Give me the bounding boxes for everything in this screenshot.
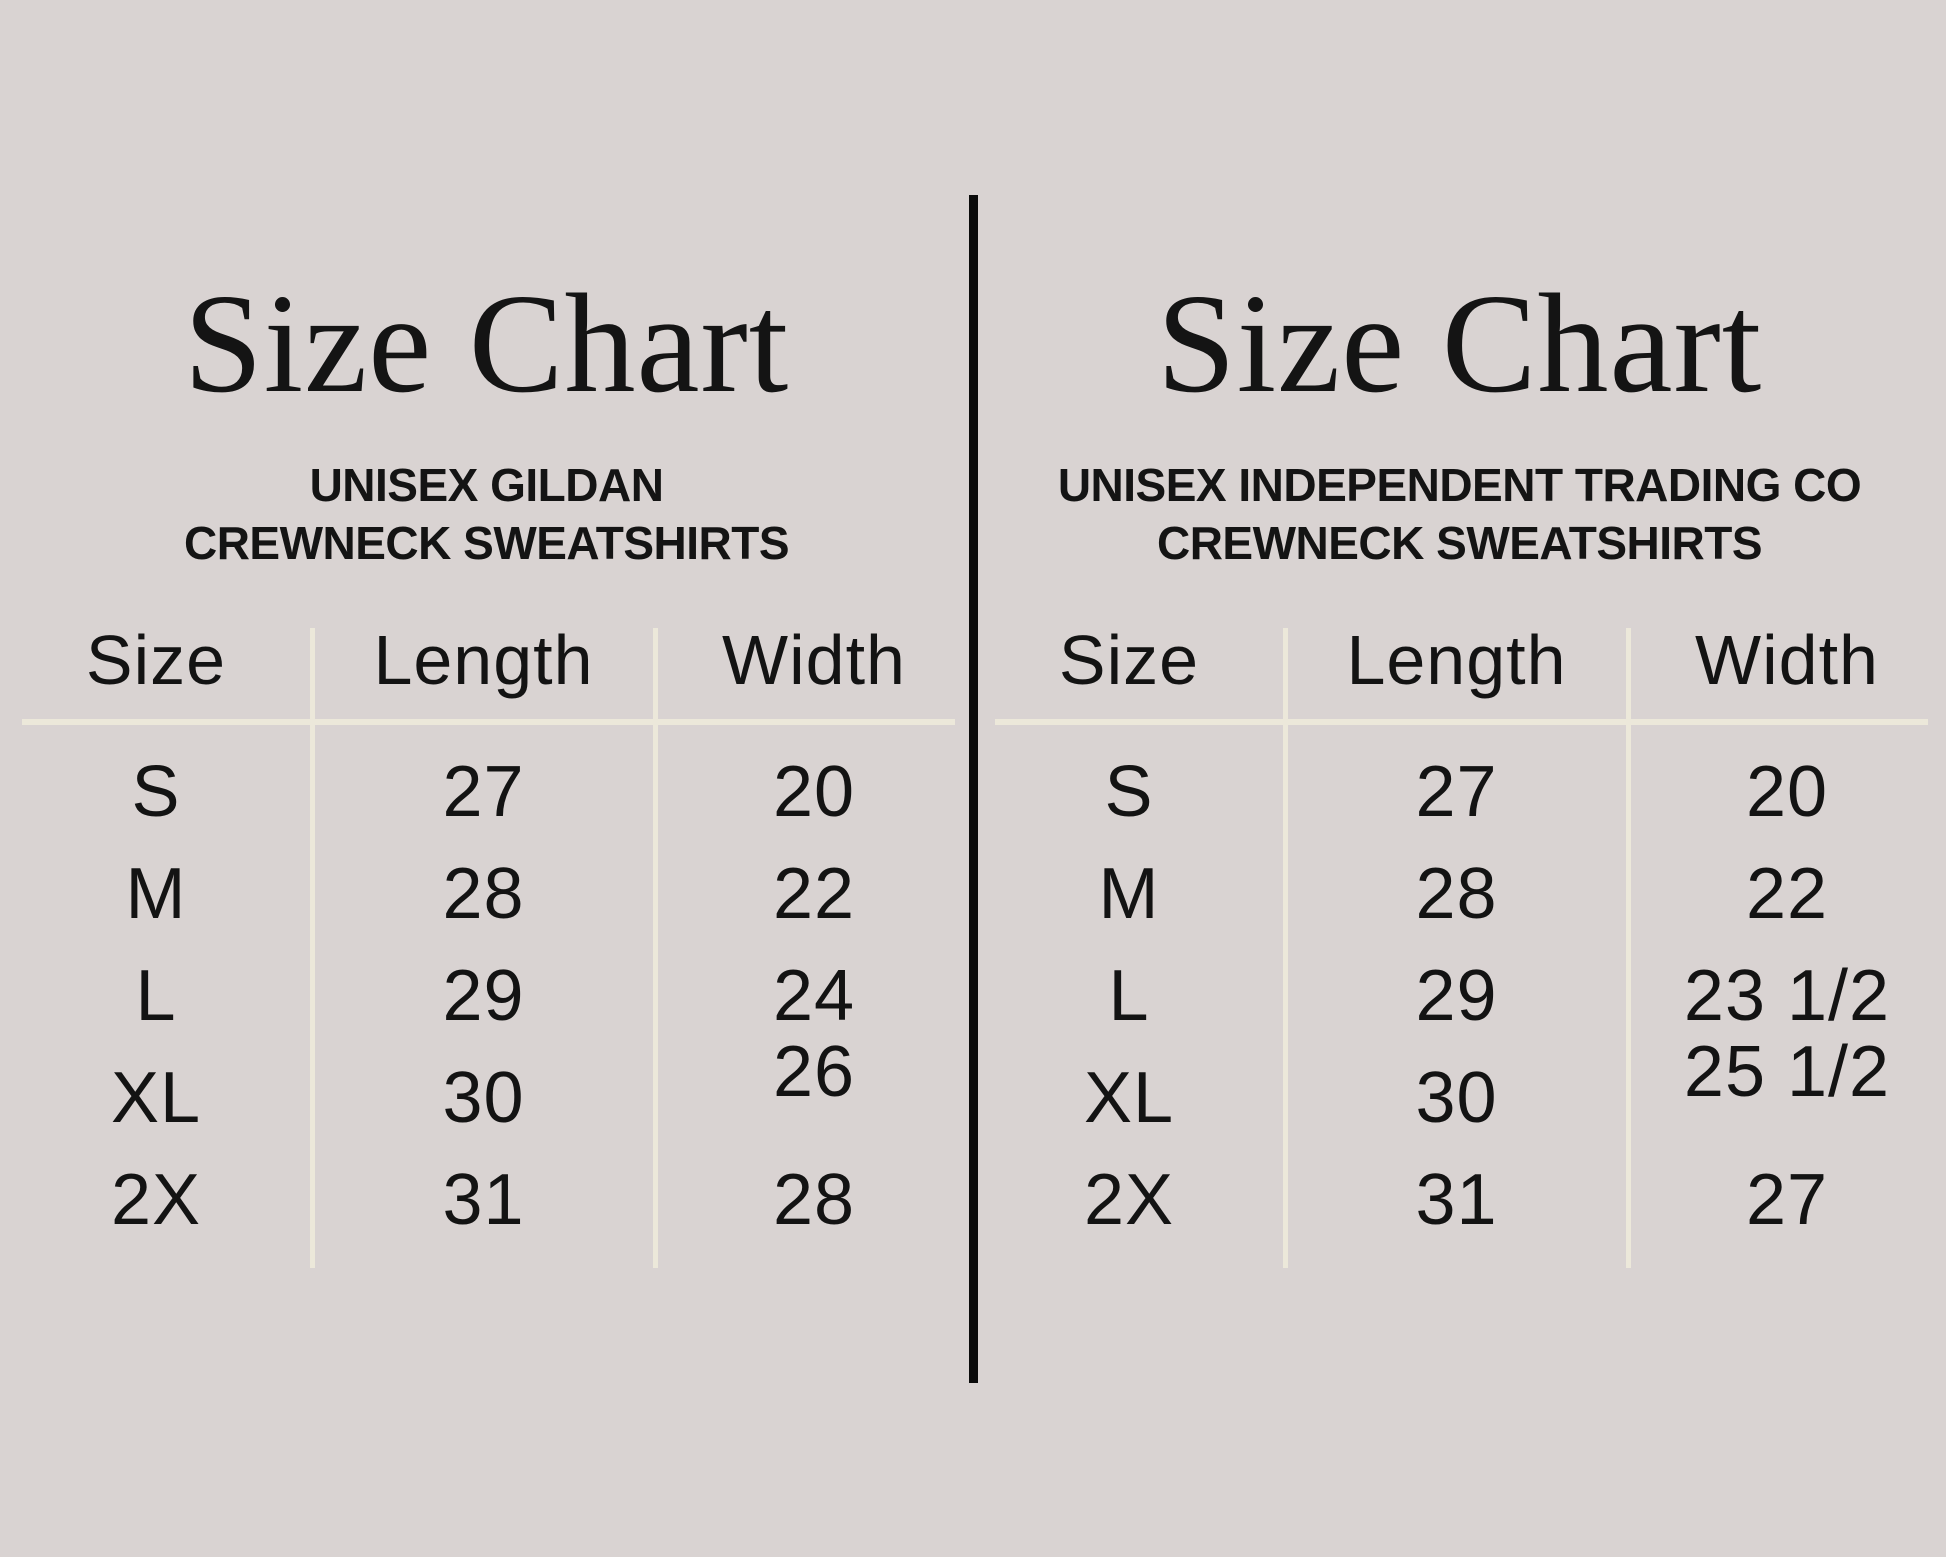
independent-trading-size-chart-panel: Size Chart UNISEX INDEPENDENT TRADING CO… (973, 0, 1946, 1557)
table-cell-length: 31 (1415, 1160, 1498, 1240)
table-cell-length: 29 (442, 956, 525, 1036)
column-header-size: Size (1058, 621, 1200, 699)
table-cell-length: 27 (442, 752, 525, 832)
table-cell-size: S (131, 752, 181, 832)
table-cell-size: M (1098, 854, 1160, 934)
table-cell-size: XL (1083, 1058, 1175, 1138)
column-divider (1283, 628, 1288, 1268)
table-cell-length: 31 (442, 1160, 525, 1240)
column-header-width: Width (1695, 621, 1879, 699)
column-divider (653, 628, 658, 1268)
subtitle-line-2: CREWNECK SWEATSHIRTS (1156, 516, 1763, 569)
table-cell-width: 25 1/2 (1683, 1032, 1891, 1112)
vertical-divider (969, 195, 978, 1383)
table-cell-size: L (135, 956, 177, 1036)
column-header-width: Width (722, 621, 906, 699)
table-cell-length: 30 (442, 1058, 525, 1138)
subtitle-line-1: UNISEX INDEPENDENT TRADING CO (1057, 459, 1862, 511)
table-cell-width: 22 (1745, 854, 1829, 934)
table-cell-width: 24 (772, 956, 856, 1036)
page-title: Size Chart (1156, 264, 1763, 422)
table-cell-width: 23 1/2 (1683, 956, 1891, 1036)
table-cell-width: 22 (772, 854, 856, 934)
table-header-row: Size Length Width (973, 606, 1946, 714)
table-cell-length: 28 (1415, 854, 1498, 934)
column-header-length: Length (1346, 621, 1567, 699)
chart-subtitle: UNISEX INDEPENDENT TRADING CO CREWNECK S… (973, 457, 1946, 572)
table-body: S 27 20 M 28 22 L 29 24 XL 30 26 2X 31 2… (0, 741, 973, 1251)
table-cell-width: 20 (1745, 752, 1829, 832)
table-cell-length: 30 (1415, 1058, 1498, 1138)
column-divider (1626, 628, 1631, 1268)
header-underline (22, 719, 955, 725)
table-cell-width: 27 (1745, 1160, 1829, 1240)
header-underline (995, 719, 1928, 725)
gildan-size-chart-panel: Size Chart UNISEX GILDAN CREWNECK SWEATS… (0, 264, 973, 1268)
table-cell-length: 28 (442, 854, 525, 934)
table-cell-width: 28 (772, 1160, 856, 1240)
subtitle-line-2: CREWNECK SWEATSHIRTS (183, 516, 790, 569)
table-cell-length: 27 (1415, 752, 1498, 832)
subtitle-line-1: UNISEX GILDAN (309, 459, 664, 511)
table-cell-length: 29 (1415, 956, 1498, 1036)
table-header-row: Size Length Width (0, 606, 973, 714)
chart-subtitle: UNISEX GILDAN CREWNECK SWEATSHIRTS (0, 457, 973, 572)
column-divider (310, 628, 315, 1268)
column-header-size: Size (85, 621, 227, 699)
table-cell-size: 2X (110, 1160, 202, 1240)
column-header-length: Length (373, 621, 594, 699)
table-cell-size: 2X (1083, 1160, 1175, 1240)
table-cell-size: S (1104, 752, 1154, 832)
table-cell-size: M (125, 854, 187, 934)
table-cell-size: L (1108, 956, 1150, 1036)
table-body: S 27 20 M 28 22 L 29 23 1/2 XL 30 25 1/2… (973, 741, 1946, 1251)
table-cell-width: 20 (772, 752, 856, 832)
page-title: Size Chart (183, 264, 790, 422)
table-cell-size: XL (110, 1058, 202, 1138)
table-cell-width: 26 (772, 1032, 856, 1112)
